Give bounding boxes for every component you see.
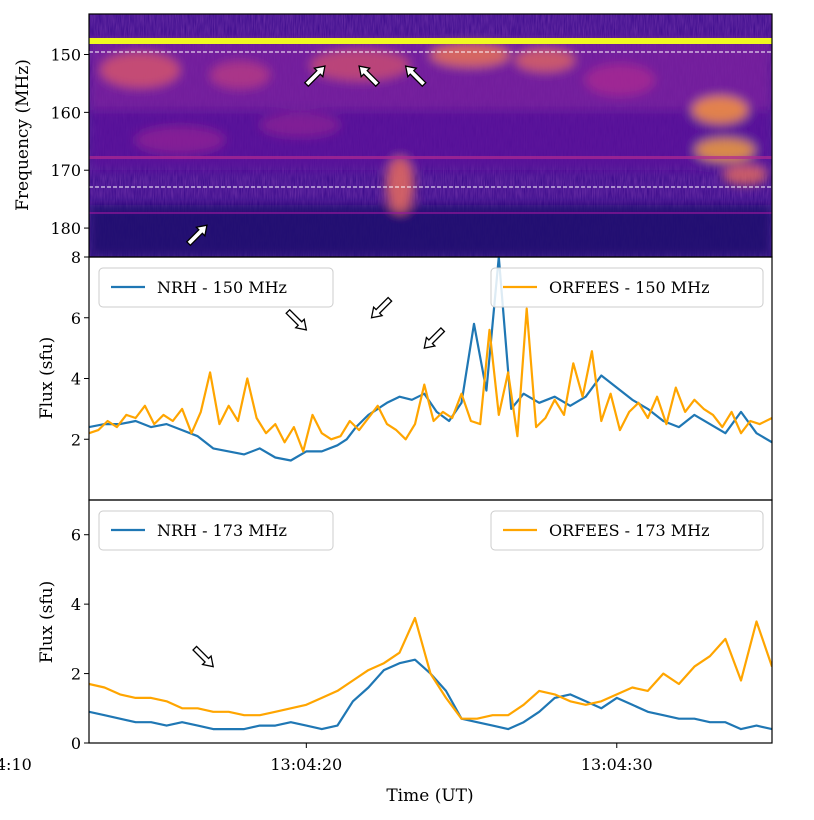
spectrum-arrows <box>185 65 427 247</box>
y-tick-label: 0 <box>71 734 81 753</box>
legend-nrh-173: NRH - 173 MHz <box>98 510 334 551</box>
flux-150-y-ticks: 2 4 6 8 <box>71 248 89 449</box>
orfees-150-line <box>89 307 772 453</box>
y-tick-label: 180 <box>50 219 81 238</box>
flux-arrow <box>370 296 393 319</box>
spectrum-image <box>89 14 772 257</box>
legend-orfees-173: ORFEES - 173 MHz <box>490 510 764 551</box>
spectrum-arrow <box>358 65 381 88</box>
flux-arrow <box>192 645 215 668</box>
flux-173-frame <box>88 499 773 744</box>
y-tick-label: 150 <box>50 46 81 65</box>
spectrum-panel: 150 160 170 180 Frequency (MHz) <box>13 13 773 258</box>
flux-173-arrows <box>192 645 215 668</box>
flux-150-panel: 2 4 6 8 Flux (sfu) NRH - 150 MHz ORFEES - 1… <box>37 248 773 501</box>
y-tick-label: 6 <box>71 309 81 328</box>
y-tick-label: 4 <box>71 370 81 389</box>
legend-orfees-150: ORFEES - 150 MHz <box>490 267 764 308</box>
y-tick-label: 8 <box>71 248 81 267</box>
spectrum-arrow <box>404 65 427 88</box>
flux-150-y-label: Flux (sfu) <box>37 337 57 419</box>
spectrum-y-ticks: 150 160 170 180 <box>50 46 89 238</box>
flux-173-panel: 0 2 4 6 13:04:10 13:04:20 13:04:30 Flux (sfu)… <box>0 499 773 806</box>
nrh-150-line <box>89 257 772 462</box>
flux-173-y-label: Flux (sfu) <box>37 581 57 663</box>
y-tick-label: 170 <box>50 161 81 180</box>
flux-150-arrows <box>285 296 446 349</box>
legend-nrh-150: NRH - 150 MHz <box>98 267 334 308</box>
legend-orfees-173-label: ORFEES - 173 MHz <box>549 521 710 540</box>
legend-orfees-150-label: ORFEES - 150 MHz <box>549 278 710 297</box>
legend-nrh-173-label: NRH - 173 MHz <box>157 521 287 540</box>
time-x-label: Time (UT) <box>386 786 473 806</box>
y-tick-label: 6 <box>71 526 81 545</box>
flux-arrow <box>423 327 446 349</box>
y-tick-label: 4 <box>71 595 81 614</box>
y-tick-label: 2 <box>71 430 81 449</box>
y-tick-label: 160 <box>50 103 81 122</box>
time-x-ticks: 13:04:10 13:04:20 13:04:30 <box>0 743 653 774</box>
orfees-173-line <box>89 616 772 720</box>
x-tick-label: 13:04:30 <box>581 755 653 774</box>
spectrum-y-label: Frequency (MHz) <box>13 59 33 211</box>
y-tick-label: 2 <box>71 665 81 684</box>
spectrum-arrow <box>185 224 208 247</box>
flux-arrow <box>285 308 308 331</box>
x-tick-label: 13:04:20 <box>270 755 342 774</box>
legend-nrh-150-label: NRH - 150 MHz <box>157 278 287 297</box>
flux-173-y-ticks: 0 2 4 6 <box>71 526 89 753</box>
x-tick-label: 13:04:10 <box>0 755 32 774</box>
spectrum-arrow <box>303 65 326 88</box>
